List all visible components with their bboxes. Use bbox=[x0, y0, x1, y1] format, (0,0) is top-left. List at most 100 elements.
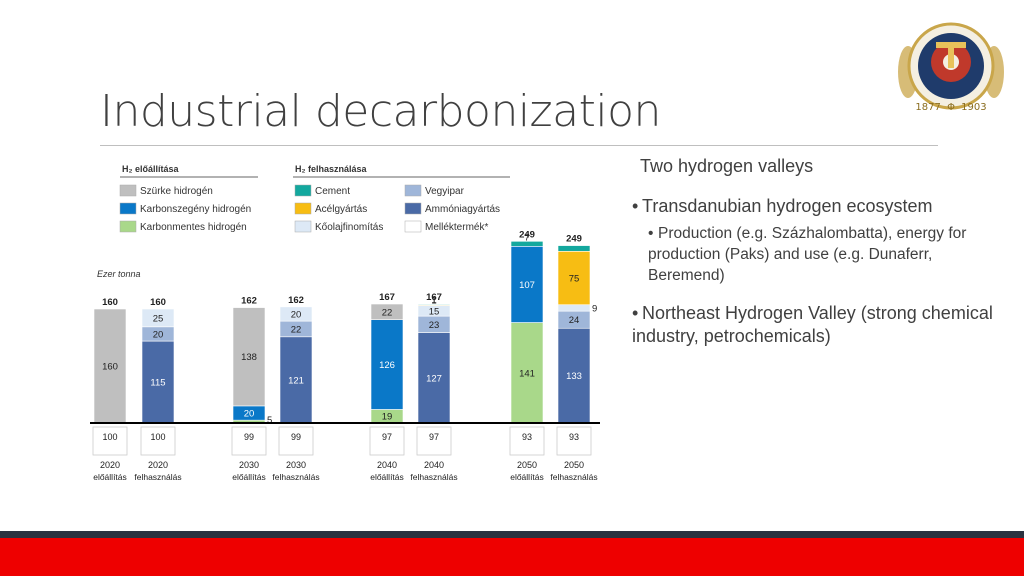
bar-segment-label: 127 bbox=[426, 373, 442, 384]
category-year-label: 2020 bbox=[100, 460, 120, 470]
category-year-label: 2050 bbox=[564, 460, 584, 470]
bullet-transdanubian: • Transdanubian hydrogen ecosystem bbox=[632, 196, 933, 217]
bar-segment-label: 20 bbox=[291, 309, 302, 320]
bar-segment-label: 126 bbox=[379, 360, 395, 371]
bar-segment-label: 121 bbox=[288, 375, 304, 386]
bar-segment bbox=[279, 306, 313, 322]
slide-title: Industrial decarbonization bbox=[100, 86, 661, 137]
legend-label: Szürke hidrogén bbox=[140, 186, 213, 197]
index-value: 93 bbox=[569, 432, 579, 442]
legend-swatch bbox=[294, 184, 312, 197]
category-year-label: 2030 bbox=[286, 460, 306, 470]
legend-label: Melléktermék* bbox=[425, 222, 488, 233]
category-kind-label: előállítás bbox=[93, 472, 127, 482]
category-year-label: 2020 bbox=[148, 460, 168, 470]
bar-segment-label: 23 bbox=[429, 320, 440, 331]
bar-segment bbox=[417, 303, 451, 306]
bar-segment-label: 160 bbox=[102, 362, 118, 373]
bar-segment-label: 138 bbox=[241, 352, 257, 363]
bar-segment bbox=[370, 319, 404, 410]
footer-stripe-dark bbox=[0, 531, 1024, 538]
footer-stripe-red bbox=[0, 538, 1024, 576]
index-value: 100 bbox=[150, 432, 165, 442]
bar-segment-label: 107 bbox=[519, 280, 535, 291]
bullet-dot-icon: • bbox=[648, 225, 654, 242]
legend-swatch bbox=[404, 202, 422, 215]
bar-total-label: 167 bbox=[379, 292, 395, 303]
index-box bbox=[92, 426, 128, 456]
bullet-text: Transdanubian hydrogen ecosystem bbox=[642, 196, 933, 216]
index-box bbox=[369, 426, 405, 456]
bullet-dot-icon: • bbox=[632, 196, 639, 216]
legend-swatch bbox=[404, 220, 422, 233]
panel-heading: Two hydrogen valleys bbox=[640, 156, 814, 176]
bar-segment-label: 1 bbox=[431, 296, 436, 307]
institution-emblem-icon: 1877 Φ 1903 bbox=[898, 22, 1004, 113]
bar-segment bbox=[557, 245, 591, 252]
bar-total-label: 160 bbox=[150, 297, 166, 308]
index-value: 93 bbox=[522, 432, 532, 442]
legend-swatch bbox=[404, 184, 422, 197]
category-kind-label: előállítás bbox=[232, 472, 266, 482]
legend-label: Vegyipar bbox=[425, 186, 465, 197]
category-year-label: 2050 bbox=[517, 460, 537, 470]
bar-segment-label: 22 bbox=[291, 324, 302, 335]
category-kind-label: felhasználás bbox=[410, 472, 457, 482]
bar-segment-label: 133 bbox=[566, 371, 582, 382]
index-value: 100 bbox=[102, 432, 117, 442]
legend-label: Cement bbox=[315, 186, 350, 197]
bar-segment bbox=[279, 336, 313, 424]
category-year-label: 2030 bbox=[239, 460, 259, 470]
hydrogen-stacked-bar-chart: H₂ előállítása Szürke hidrogén Karbonszegé… bbox=[90, 164, 600, 482]
index-box bbox=[556, 426, 592, 456]
category-kind-label: felhasználás bbox=[550, 472, 597, 482]
svg-text:1877 Φ 1903: 1877 Φ 1903 bbox=[915, 102, 986, 113]
category-kind-label: felhasználás bbox=[134, 472, 181, 482]
bar-segment-label: 9 bbox=[592, 303, 597, 314]
category-kind-label: előállítás bbox=[370, 472, 404, 482]
logo-year-end: 1903 bbox=[961, 102, 986, 113]
index-box bbox=[416, 426, 452, 456]
bar-total-label: 162 bbox=[241, 296, 257, 307]
index-value: 99 bbox=[244, 432, 254, 442]
bar-segment-label: 75 bbox=[569, 274, 580, 285]
bar-segment bbox=[93, 308, 127, 424]
category-kind-label: előállítás bbox=[510, 472, 544, 482]
legend-label: Karbonszegény hidrogén bbox=[140, 204, 251, 215]
sub-bullet-text: Production (e.g. Százhalombatta), energy… bbox=[648, 225, 967, 284]
bar-segment bbox=[141, 308, 175, 328]
bar-segment bbox=[370, 303, 404, 320]
legend-swatch bbox=[294, 202, 312, 215]
bar-segment bbox=[557, 327, 591, 424]
bar-segment bbox=[232, 307, 266, 407]
bullet-text: Northeast Hydrogen Valley (strong chemic… bbox=[632, 303, 993, 346]
bar-segment bbox=[510, 241, 544, 247]
index-value: 97 bbox=[382, 432, 392, 442]
bullet-dot-icon: • bbox=[632, 303, 639, 323]
bar-total-label: 249 bbox=[566, 234, 582, 245]
logo-separator: Φ bbox=[947, 102, 955, 113]
bar-segment-label: 15 bbox=[429, 306, 440, 317]
logo-year-start: 1877 bbox=[915, 102, 940, 113]
bar-total-label: 167 bbox=[426, 292, 442, 303]
legend-label: Karbonmentes hidrogén bbox=[140, 222, 247, 233]
unit-label: Ezer tonna bbox=[97, 269, 141, 279]
legend-swatch bbox=[119, 220, 137, 233]
bar-segment-label: 141 bbox=[519, 368, 535, 379]
category-year-label: 2040 bbox=[377, 460, 397, 470]
bar-total-label: 160 bbox=[102, 297, 118, 308]
bar-segment-label: 115 bbox=[150, 378, 165, 389]
index-value: 99 bbox=[291, 432, 301, 442]
legend-swatch bbox=[294, 220, 312, 233]
index-box bbox=[231, 426, 267, 456]
bar-segment-label: 22 bbox=[382, 307, 393, 318]
legend-label: Kőolajfinomítás bbox=[315, 222, 383, 233]
bar-segment bbox=[510, 246, 544, 323]
bar-segment bbox=[510, 322, 544, 424]
bar-segment-label: 1 bbox=[431, 295, 436, 306]
legend-swatch bbox=[119, 202, 137, 215]
index-box bbox=[509, 426, 545, 456]
bar-segment-label: 25 bbox=[153, 313, 164, 324]
category-kind-label: felhasználás bbox=[272, 472, 319, 482]
legend-use-title: H₂ felhasználása bbox=[295, 164, 368, 174]
